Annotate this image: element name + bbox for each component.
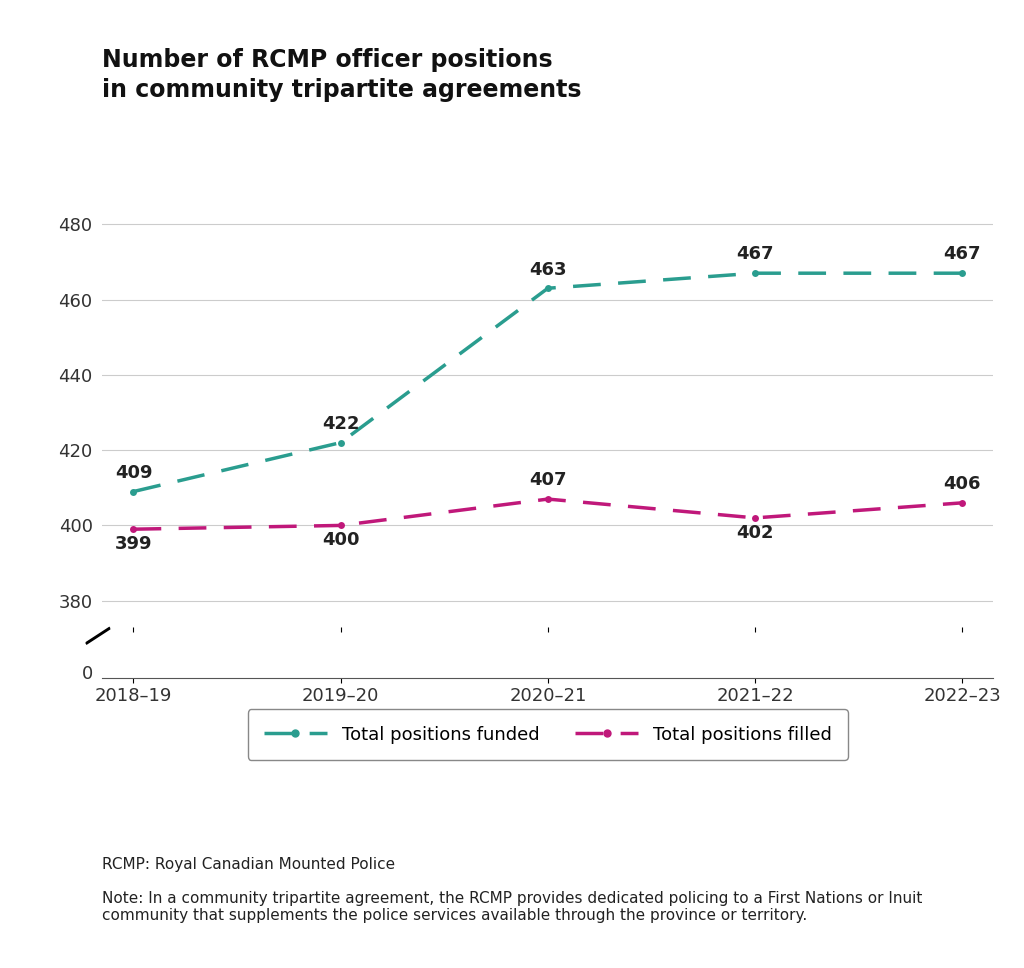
Text: 402: 402 — [736, 524, 774, 541]
Text: Number of RCMP officer positions
in community tripartite agreements: Number of RCMP officer positions in comm… — [102, 48, 582, 102]
Legend: Total positions funded, Total positions filled: Total positions funded, Total positions … — [248, 710, 848, 760]
Text: 463: 463 — [529, 260, 566, 279]
Text: 467: 467 — [943, 246, 981, 263]
Text: 422: 422 — [322, 415, 359, 433]
Text: 406: 406 — [943, 475, 981, 493]
Text: 407: 407 — [529, 471, 566, 490]
Text: 399: 399 — [115, 534, 153, 553]
Text: 400: 400 — [322, 531, 359, 549]
Text: Note: In a community tripartite agreement, the RCMP provides dedicated policing : Note: In a community tripartite agreemen… — [102, 891, 923, 923]
Text: 467: 467 — [736, 246, 774, 263]
Text: 409: 409 — [115, 464, 153, 482]
Text: RCMP: Royal Canadian Mounted Police: RCMP: Royal Canadian Mounted Police — [102, 857, 395, 871]
